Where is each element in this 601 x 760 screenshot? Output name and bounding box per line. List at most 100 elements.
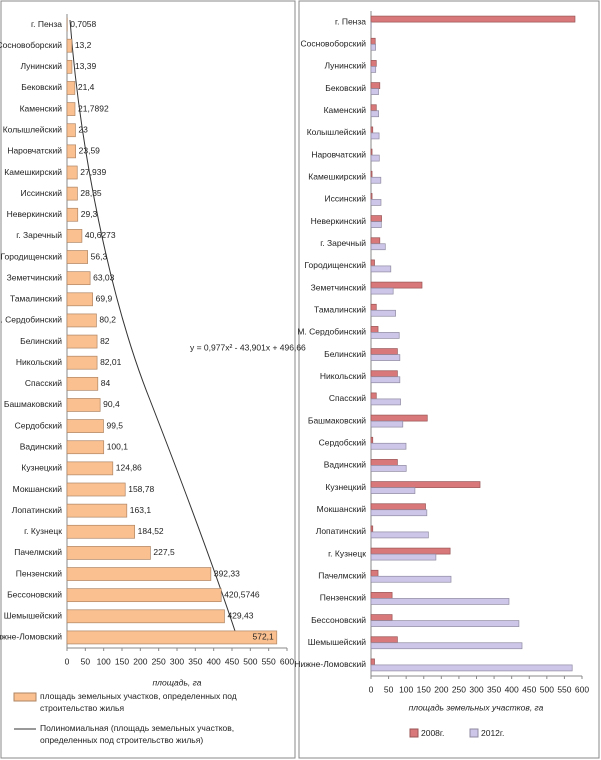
bar: [370, 37, 376, 45]
x-tick-label: 400: [207, 656, 221, 666]
y-tick-label: Пачелмский: [318, 571, 366, 581]
bar: [66, 207, 79, 222]
data-label: 184,52: [138, 526, 164, 536]
y-tick-label: Бековский: [21, 82, 62, 92]
y-tick-label: М. Сердобинский: [0, 315, 62, 325]
bar: [370, 237, 381, 245]
bar: [370, 465, 407, 472]
x-axis-label: площадь земельных участков, га: [409, 702, 544, 712]
x-tick-label: 200: [133, 656, 147, 666]
y-tick-label: Башмаковский: [308, 415, 366, 425]
y-tick-label: Вадинский: [20, 441, 63, 451]
bar: [370, 148, 373, 156]
y-tick-label: Нижне-Ломовский: [294, 659, 366, 669]
trendline: [69, 19, 239, 641]
trend-equation: y = 0,977x² - 43,901x + 496,66: [190, 342, 306, 352]
y-tick-label: Белинский: [20, 336, 62, 346]
data-label: 23: [78, 124, 88, 134]
bar: [370, 110, 380, 118]
y-tick-label: Никольский: [320, 371, 366, 381]
y-tick-label: Городищенский: [0, 251, 62, 261]
x-tick-label: 0: [65, 656, 70, 666]
bar: [370, 243, 386, 251]
bar: [370, 309, 396, 317]
bar: [370, 376, 401, 384]
x-tick-label: 300: [469, 684, 483, 694]
bar: [370, 126, 374, 134]
x-tick-label: 450: [225, 656, 239, 666]
x-tick-label: 100: [399, 684, 413, 694]
bar: [370, 614, 393, 621]
bar: [370, 620, 520, 627]
data-label: 40,6273: [85, 230, 116, 240]
y-tick-label: Мокшанский: [317, 504, 367, 514]
y-tick-label: Вадинский: [324, 460, 367, 470]
y-tick-label: Лунинский: [20, 61, 62, 71]
y-tick-label: Бессоновский: [311, 615, 366, 625]
bar: [370, 132, 380, 140]
y-tick-label: Сердобский: [319, 438, 367, 448]
legend-entry: площадь земельных участков, определенных…: [40, 691, 237, 713]
y-tick-label: Башмаковский: [4, 399, 62, 409]
y-tick-label: Спасский: [329, 393, 366, 403]
bar: [66, 588, 222, 603]
bar: [370, 531, 429, 539]
x-tick-label: 200: [434, 684, 448, 694]
bar: [370, 642, 523, 650]
bar: [370, 525, 374, 533]
bar: [370, 509, 428, 517]
x-tick-label: 150: [417, 684, 431, 694]
data-label: 124,86: [116, 463, 142, 473]
bar: [66, 186, 78, 201]
bar: [370, 370, 398, 378]
y-tick-label: г. Пенза: [31, 19, 62, 29]
data-label: 227,5: [153, 547, 175, 557]
y-tick-label: Каменский: [324, 105, 367, 115]
y-tick-label: Лопатинский: [316, 526, 367, 536]
data-label: 0,7058: [70, 19, 96, 29]
data-label: 28,35: [80, 188, 102, 198]
data-label: 99,5: [106, 420, 123, 430]
y-tick-label: Наровчатский: [311, 149, 366, 159]
bar: [370, 503, 426, 511]
y-tick-label: Городищенский: [304, 260, 366, 270]
y-tick-label: Неверкинский: [311, 216, 367, 226]
x-tick-label: 550: [557, 684, 571, 694]
x-tick-label: 600: [575, 684, 589, 694]
data-label: 69,9: [96, 294, 113, 304]
bar: [66, 250, 88, 264]
legend-swatch: [409, 728, 419, 738]
y-tick-label: Никольский: [16, 357, 62, 367]
x-tick-label: 350: [188, 656, 202, 666]
bar: [370, 459, 398, 466]
y-tick-label: Колышлейский: [3, 124, 63, 134]
x-tick-label: 50: [81, 656, 91, 666]
y-tick-label: Сосновоборский: [0, 40, 62, 50]
bar: [370, 303, 377, 311]
bar: [66, 334, 98, 349]
y-tick-label: Мокшанский: [13, 484, 63, 494]
y-tick-label: Пензенский: [16, 568, 62, 578]
bar: [370, 199, 382, 206]
y-tick-label: Белинский: [324, 349, 366, 359]
y-tick-label: Земетчинский: [311, 282, 367, 292]
y-tick-label: Тамалинский: [10, 294, 62, 304]
y-tick-label: Спасский: [25, 378, 62, 388]
x-tick-label: 400: [505, 684, 519, 694]
y-tick-label: Тамалинский: [314, 305, 366, 315]
data-label: 84: [101, 378, 111, 388]
y-tick-label: г. Заречный: [16, 230, 62, 240]
panel-border: [0, 0, 296, 759]
bar: [370, 392, 377, 400]
data-label: 56,3: [91, 251, 108, 261]
y-tick-label: Неверкинский: [7, 209, 63, 219]
bar: [66, 482, 126, 497]
bar: [66, 123, 76, 138]
bar: [66, 59, 73, 74]
data-label: 82: [100, 336, 110, 346]
y-tick-label: Шемышейский: [308, 637, 366, 647]
bar: [66, 630, 278, 645]
bar: [370, 15, 576, 23]
bar: [370, 215, 382, 222]
